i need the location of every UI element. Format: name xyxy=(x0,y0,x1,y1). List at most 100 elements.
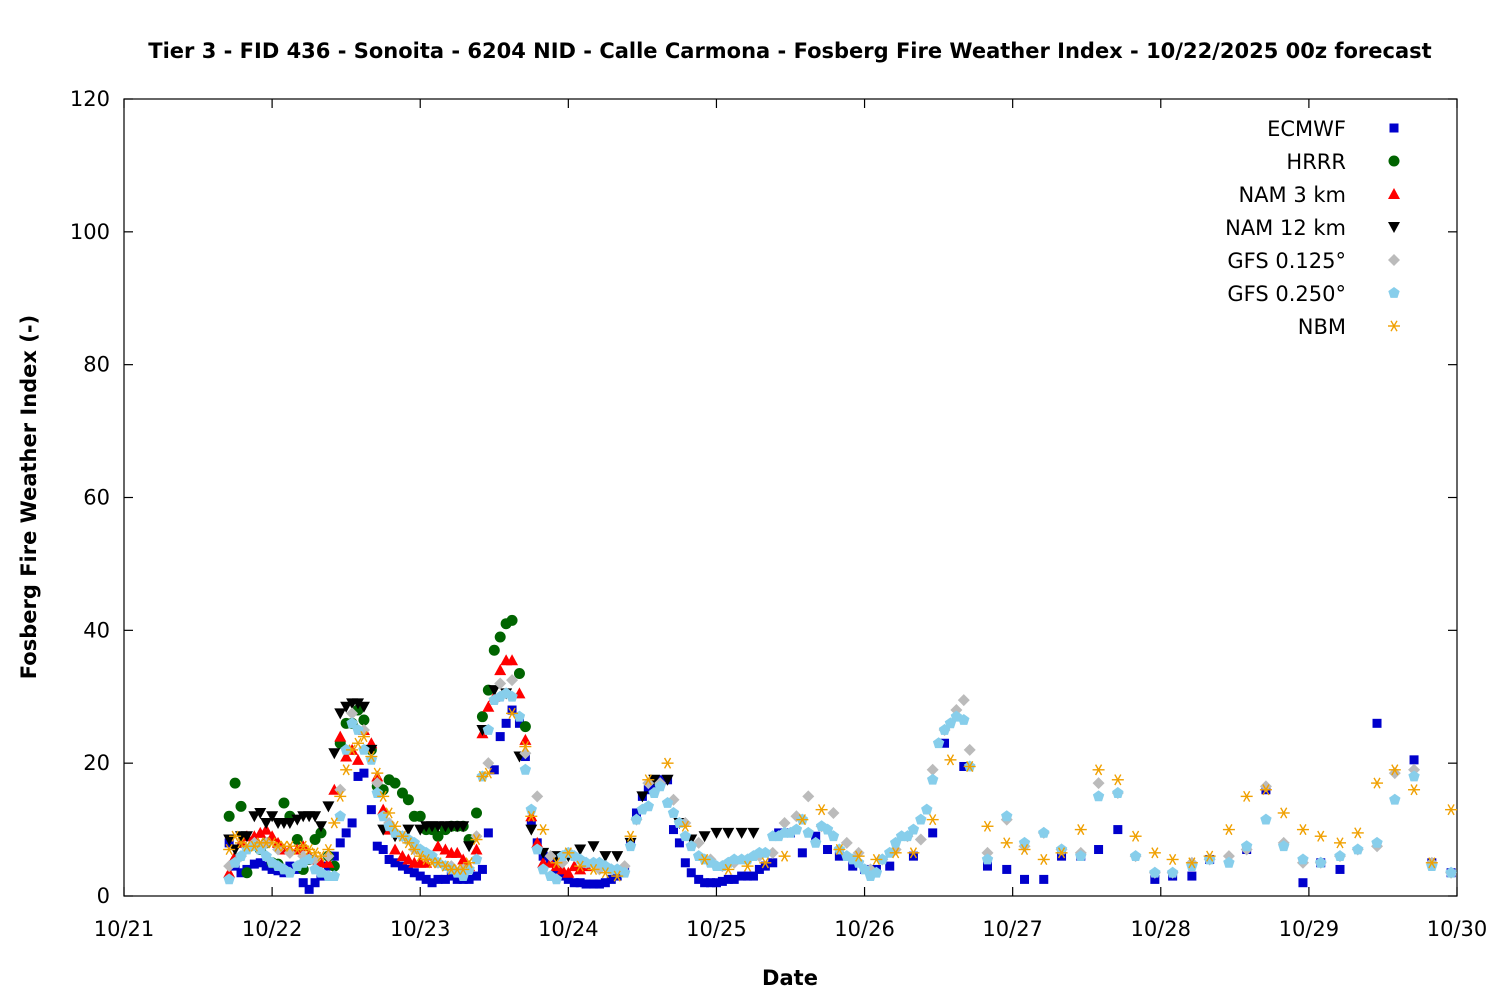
data-point-ecmwf xyxy=(680,858,690,868)
data-point-hrrr xyxy=(235,800,247,812)
data-point-nbm xyxy=(815,804,828,816)
data-point-gfs-0-250 xyxy=(1166,866,1179,878)
data-point-nam-12-km xyxy=(710,827,723,839)
data-point-nbm xyxy=(371,767,384,779)
data-point-gfs-0-250 xyxy=(1389,793,1401,805)
data-point-nbm xyxy=(482,767,495,779)
data-point-hrrr xyxy=(241,867,253,879)
data-point-nbm xyxy=(1314,830,1327,842)
legend-label: ECMWF xyxy=(1267,117,1346,141)
data-point-nbm xyxy=(346,744,359,756)
legend-label: NBM xyxy=(1298,315,1346,339)
data-point-ecmwf xyxy=(1094,845,1104,855)
data-point-nbm xyxy=(661,757,674,769)
data-point-hrrr xyxy=(229,777,241,789)
data-point-nbm xyxy=(1129,830,1142,842)
data-point-gfs-0-250 xyxy=(926,773,939,785)
data-point-nam-12-km xyxy=(735,827,748,839)
legend-label: GFS 0.250° xyxy=(1227,282,1346,306)
y-tick-label: 40 xyxy=(83,618,110,642)
data-point-nbm xyxy=(611,870,624,882)
series-nbm xyxy=(223,707,1458,882)
data-point-hrrr xyxy=(402,794,414,806)
data-point-ecmwf xyxy=(335,838,345,848)
data-point-hrrr xyxy=(414,810,426,822)
data-point-nbm xyxy=(357,731,370,743)
data-point-nbm xyxy=(778,850,791,862)
legend-label: NAM 3 km xyxy=(1238,183,1346,207)
data-point-nam-3-km xyxy=(494,664,507,676)
data-point-nbm xyxy=(1445,804,1458,816)
data-point-nbm xyxy=(389,820,402,832)
data-point-gfs-0-125 xyxy=(1092,777,1105,790)
y-tick-label: 60 xyxy=(83,486,110,510)
x-axis: 10/21 10/22 10/23 10/24 10/25 10/26 10/27 10/28… xyxy=(94,99,1487,941)
data-point-gfs-0-250 xyxy=(1018,836,1031,848)
data-point-gfs-0-250 xyxy=(1223,856,1235,868)
data-point-gfs-0-250 xyxy=(915,813,927,825)
data-point-nam-3-km xyxy=(352,753,365,765)
x-tick-label: 10/28 xyxy=(1131,917,1192,941)
data-point-gfs-0-250 xyxy=(1297,853,1309,865)
data-point-gfs-0-250 xyxy=(921,803,933,815)
data-point-nbm xyxy=(352,737,365,749)
data-point-nbm xyxy=(1388,764,1401,776)
data-point-gfs-0-250 xyxy=(1129,850,1142,862)
data-point-gfs-0-250 xyxy=(802,826,814,838)
data-point-gfs-0-250 xyxy=(1149,866,1161,878)
data-point-nbm xyxy=(1371,777,1384,789)
y-tick-label: 0 xyxy=(97,884,110,908)
data-point-nbm xyxy=(396,830,409,842)
data-point-gfs-0-250 xyxy=(1408,770,1420,782)
data-point-ecmwf xyxy=(341,828,351,838)
data-point-nbm xyxy=(377,790,390,802)
data-point-ecmwf xyxy=(347,818,357,828)
data-point-nbm xyxy=(383,807,396,819)
data-point-ecmwf xyxy=(1002,864,1012,874)
data-point-nbm xyxy=(1222,824,1235,836)
data-point-hrrr xyxy=(494,631,506,643)
data-point-ecmwf xyxy=(483,828,493,838)
x-tick-label: 10/21 xyxy=(94,917,155,941)
data-point-nbm xyxy=(519,741,532,753)
data-point-ecmwf xyxy=(1187,871,1197,881)
data-point-hrrr xyxy=(278,797,290,809)
y-tick-label: 120 xyxy=(70,87,110,111)
data-point-nbm xyxy=(889,847,902,859)
data-point-ecmwf xyxy=(501,718,511,728)
data-point-hrrr xyxy=(506,614,518,626)
data-point-ecmwf xyxy=(928,828,938,838)
data-point-hrrr xyxy=(389,777,401,789)
data-point-nbm xyxy=(402,837,415,849)
data-point-nbm xyxy=(587,863,600,875)
data-point-nbm xyxy=(1296,824,1309,836)
data-point-nbm xyxy=(907,847,920,859)
legend-marker xyxy=(1388,254,1400,266)
y-tick-label: 100 xyxy=(70,220,110,244)
data-point-hrrr xyxy=(488,644,500,656)
data-point-nbm xyxy=(334,790,347,802)
data-point-nam-12-km xyxy=(328,748,341,760)
data-point-nbm xyxy=(870,853,883,866)
data-point-nbm xyxy=(796,814,809,826)
y-axis-label: Fosberg Fire Weather Index (-) xyxy=(17,315,41,679)
data-point-ecmwf xyxy=(1039,874,1049,884)
data-point-nam-12-km xyxy=(260,817,273,829)
data-point-nam-12-km xyxy=(322,801,335,813)
data-point-nbm xyxy=(322,843,335,856)
data-point-ecmwf xyxy=(797,848,807,858)
data-point-nam-12-km xyxy=(334,708,347,720)
legend-marker xyxy=(1388,155,1400,167)
legend: ECMWF HRRR NAM 3 km NAM 12 km GFS 0.125° GFS … xyxy=(1225,117,1400,339)
data-point-ecmwf xyxy=(823,845,833,855)
data-point-gfs-0-125 xyxy=(963,743,976,756)
data-point-nbm xyxy=(525,810,538,822)
data-point-ecmwf xyxy=(1020,874,1030,884)
data-point-gfs-0-125 xyxy=(914,833,927,846)
data-point-nbm xyxy=(1277,807,1290,819)
data-point-nam-12-km xyxy=(611,851,624,863)
data-point-nbm xyxy=(833,843,846,856)
legend-marker xyxy=(1388,320,1400,332)
data-point-nbm xyxy=(470,833,483,846)
